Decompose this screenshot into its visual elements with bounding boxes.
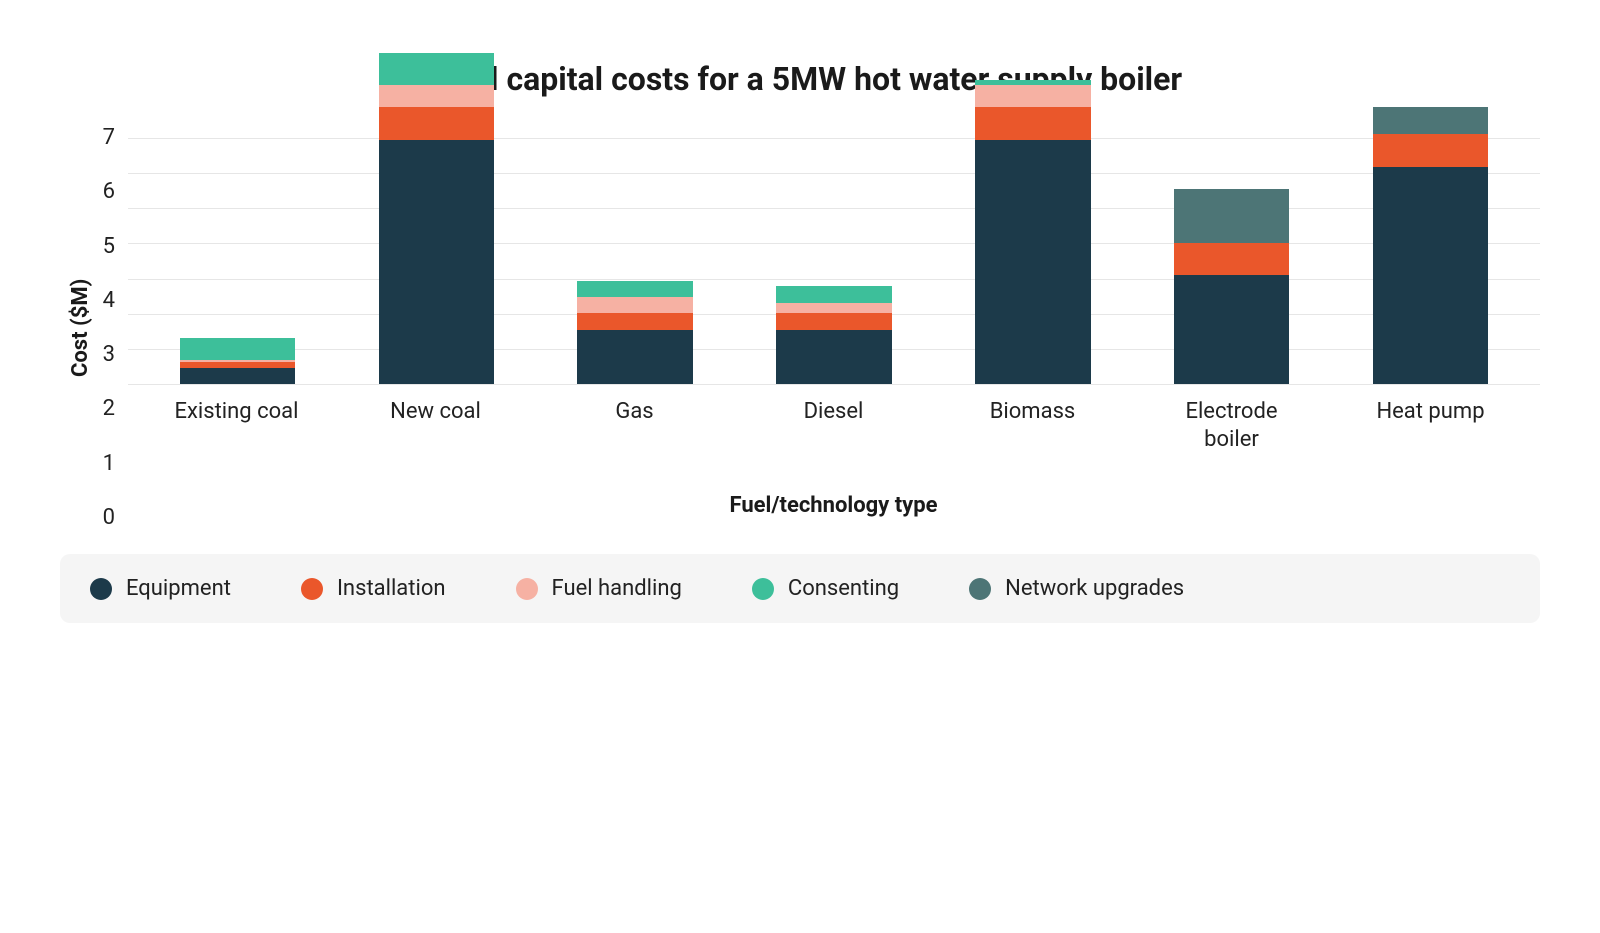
bar (776, 286, 891, 384)
legend-label: Equipment (126, 576, 231, 601)
bar-segment-fuel_handling (776, 303, 891, 314)
bar-slot (933, 138, 1132, 384)
bar-slot (735, 138, 934, 384)
bar (1174, 189, 1289, 384)
bar-segment-fuel_handling (577, 297, 692, 313)
bar-segment-network_upgrades (1373, 107, 1488, 134)
gridline (128, 384, 1540, 385)
bar (379, 53, 494, 384)
bar-slot (337, 138, 536, 384)
x-tick-label: New coal (336, 398, 535, 453)
legend-item-consenting: Consenting (752, 576, 899, 601)
bar-segment-installation (776, 313, 891, 329)
x-tick-label: Electrodeboiler (1132, 398, 1331, 453)
legend-item-network_upgrades: Network upgrades (969, 576, 1184, 601)
plot-area (127, 138, 1540, 384)
bar-segment-equipment (379, 140, 494, 384)
bars-row (128, 138, 1540, 384)
x-tick-label: Gas (535, 398, 734, 453)
plot-wrap: Cost ($M) 76543210 Existing coalNew coal… (60, 138, 1540, 518)
bar-segment-equipment (1373, 167, 1488, 384)
legend-label: Network upgrades (1005, 576, 1184, 601)
bar-segment-equipment (975, 140, 1090, 384)
bar-segment-consenting (577, 281, 692, 297)
bar-segment-fuel_handling (379, 85, 494, 107)
bar-segment-network_upgrades (1174, 189, 1289, 243)
bar (975, 80, 1090, 384)
legend-label: Fuel handling (552, 576, 682, 601)
bar-segment-equipment (776, 330, 891, 384)
x-tick-label: Biomass (933, 398, 1132, 453)
legend-swatch (969, 578, 991, 600)
chart-container: Initial capital costs for a 5MW hot wate… (60, 60, 1540, 623)
bar-segment-installation (577, 313, 692, 329)
y-axis: Cost ($M) 76543210 (60, 138, 127, 518)
legend-swatch (90, 578, 112, 600)
legend-swatch (752, 578, 774, 600)
x-tick-label: Existing coal (137, 398, 336, 453)
bar-segment-equipment (1174, 275, 1289, 384)
legend-item-fuel_handling: Fuel handling (516, 576, 682, 601)
bar-segment-fuel_handling (975, 85, 1090, 107)
chart-title: Initial capital costs for a 5MW hot wate… (60, 60, 1540, 98)
y-axis-label: Cost ($M) (60, 138, 93, 518)
bar-segment-installation (1174, 243, 1289, 276)
bar-slot (1331, 138, 1530, 384)
bar-segment-installation (975, 107, 1090, 140)
bar (180, 338, 295, 384)
bar-segment-consenting (180, 338, 295, 360)
bar-slot (536, 138, 735, 384)
bar-segment-equipment (577, 330, 692, 384)
x-axis-label: Fuel/technology type (127, 493, 1540, 518)
bar (577, 281, 692, 384)
legend-swatch (516, 578, 538, 600)
bar-segment-installation (379, 107, 494, 140)
x-axis-labels: Existing coalNew coalGasDieselBiomassEle… (127, 384, 1540, 453)
bar-segment-consenting (379, 53, 494, 86)
x-tick-label: Heat pump (1331, 398, 1530, 453)
legend-item-equipment: Equipment (90, 576, 231, 601)
legend-label: Installation (337, 576, 446, 601)
bar-segment-equipment (180, 368, 295, 384)
bar-segment-installation (1373, 134, 1488, 167)
legend-label: Consenting (788, 576, 899, 601)
legend-swatch (301, 578, 323, 600)
y-axis-ticks: 76543210 (93, 138, 127, 518)
legend: Equipment Installation Fuel handling Consen… (60, 554, 1540, 623)
bar-slot (138, 138, 337, 384)
legend-item-installation: Installation (301, 576, 446, 601)
bar-segment-consenting (776, 286, 891, 302)
x-tick-label: Diesel (734, 398, 933, 453)
bar (1373, 107, 1488, 384)
bar-slot (1132, 138, 1331, 384)
